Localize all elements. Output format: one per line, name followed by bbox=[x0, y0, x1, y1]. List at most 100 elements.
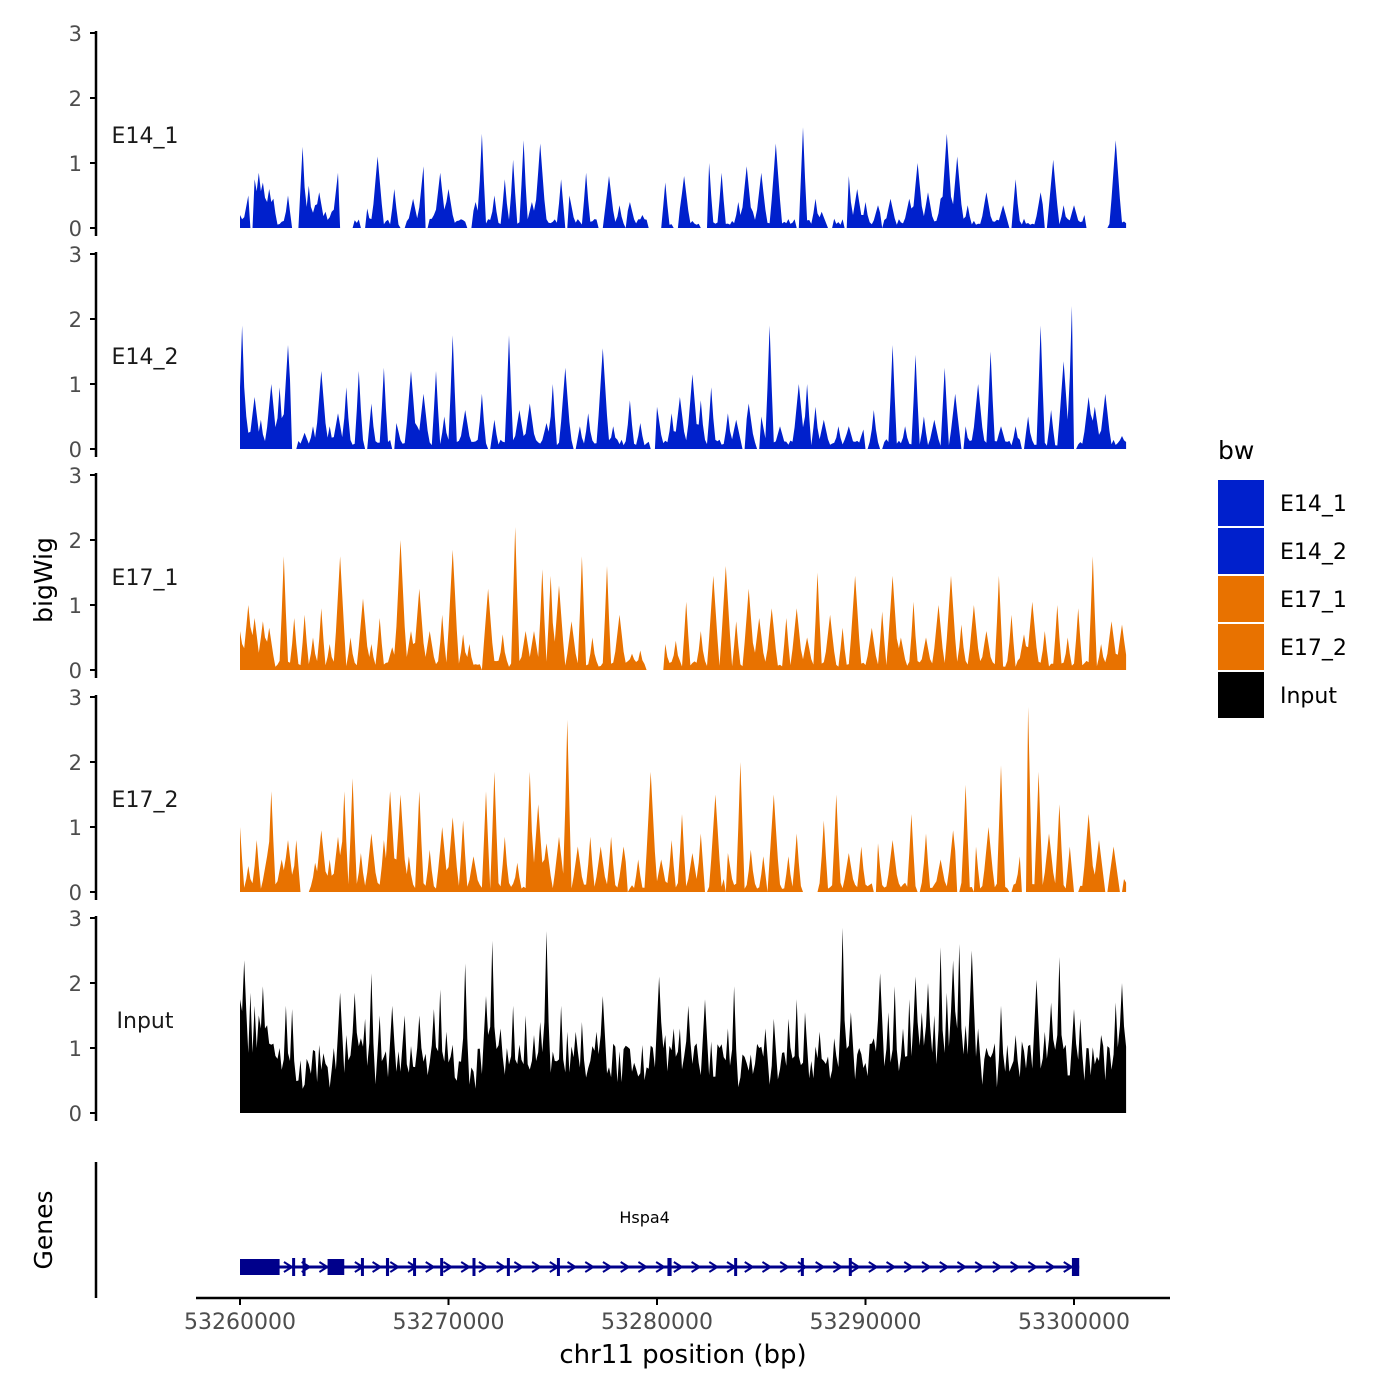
strand-arrow bbox=[318, 1261, 330, 1273]
legend-label-E17_1: E17_1 bbox=[1280, 588, 1347, 613]
legend-label-E14_1: E14_1 bbox=[1280, 492, 1347, 517]
strand-arrow bbox=[903, 1261, 915, 1273]
strand-arrow bbox=[815, 1261, 826, 1273]
strand-arrow bbox=[974, 1261, 986, 1273]
gene-exon bbox=[240, 1259, 280, 1275]
strand-arrow bbox=[1045, 1261, 1056, 1273]
strand-arrow bbox=[442, 1261, 454, 1273]
legend-swatch-E14_2 bbox=[1218, 528, 1264, 574]
y-tick-label: 1 bbox=[69, 594, 82, 618]
x-tick-label: 53280000 bbox=[601, 1310, 713, 1335]
signal-area-E14_2 bbox=[240, 306, 1127, 449]
track-E17_1: 0 1 2 3 E17_1 bbox=[69, 464, 1127, 683]
legend-label-Input: Input bbox=[1280, 684, 1337, 709]
strand-arrow bbox=[673, 1261, 684, 1273]
strand-arrow bbox=[832, 1261, 844, 1273]
strand-arrow bbox=[1010, 1261, 1021, 1273]
strand-arrow bbox=[868, 1261, 879, 1273]
strand-arrow bbox=[691, 1261, 702, 1273]
x-tick-label: 53290000 bbox=[810, 1310, 922, 1335]
strand-arrow bbox=[744, 1261, 755, 1273]
signal-area-E14_1 bbox=[240, 127, 1127, 228]
strand-arrow bbox=[496, 1261, 507, 1273]
legend-label-E14_2: E14_2 bbox=[1280, 540, 1347, 565]
strand-arrow bbox=[602, 1261, 613, 1273]
gene-exon bbox=[506, 1258, 510, 1276]
track-label-E14_2: E14_2 bbox=[112, 345, 179, 370]
gene-exon bbox=[1071, 1258, 1080, 1276]
strand-arrow bbox=[372, 1261, 383, 1273]
y-tick-label: 0 bbox=[69, 217, 82, 241]
y-tick-label: 3 bbox=[69, 22, 82, 46]
y-tick-label: 3 bbox=[69, 243, 82, 267]
track-E14_2: 0 1 2 3 E14_2 bbox=[69, 243, 1127, 462]
gene-exon bbox=[385, 1258, 390, 1276]
legend: bw E14_1 E14_2 E17_1 E17_2 Input bbox=[1218, 436, 1347, 718]
y-tick-label: 3 bbox=[69, 686, 82, 710]
legend-swatch-E14_1 bbox=[1218, 480, 1264, 526]
track-label-Input: Input bbox=[117, 1009, 174, 1034]
y-tick-label: 2 bbox=[69, 751, 82, 775]
y-tick-label: 1 bbox=[69, 152, 82, 176]
gene-exon bbox=[413, 1258, 417, 1276]
strand-arrow bbox=[531, 1261, 542, 1273]
gene-name-label: Hspa4 bbox=[619, 1208, 670, 1227]
strand-arrow bbox=[478, 1261, 489, 1273]
y-tick-label: 0 bbox=[69, 659, 82, 683]
signal-area-E17_2 bbox=[240, 706, 1127, 892]
strand-arrow bbox=[1027, 1261, 1039, 1273]
track-Input: 0 1 2 3 Input bbox=[69, 907, 1127, 1126]
strand-arrow bbox=[708, 1261, 720, 1273]
strand-arrow bbox=[992, 1261, 1003, 1273]
y-tick-label: 2 bbox=[69, 87, 82, 111]
legend-label-E17_2: E17_2 bbox=[1280, 636, 1347, 661]
y-tick-label: 0 bbox=[69, 438, 82, 462]
strand-arrow bbox=[425, 1261, 436, 1273]
y-tick-label: 1 bbox=[69, 1037, 82, 1061]
gene-exon bbox=[472, 1258, 476, 1276]
gene-exon bbox=[292, 1258, 296, 1276]
track-label-E14_1: E14_1 bbox=[112, 124, 179, 149]
strand-arrow bbox=[513, 1261, 525, 1273]
strand-arrow bbox=[797, 1261, 808, 1273]
strand-arrow bbox=[389, 1261, 401, 1273]
gene-exon bbox=[327, 1259, 345, 1275]
gene-exon bbox=[440, 1258, 444, 1276]
legend-swatch-E17_1 bbox=[1218, 576, 1264, 622]
gene-exon bbox=[556, 1258, 560, 1276]
gene-exon bbox=[848, 1258, 852, 1276]
y-tick-label: 2 bbox=[69, 308, 82, 332]
track-E17_2: 0 1 2 3 E17_2 bbox=[69, 686, 1127, 905]
y-tick-label: 1 bbox=[69, 373, 82, 397]
gene-exon bbox=[734, 1258, 738, 1276]
y-tick-label: 2 bbox=[69, 529, 82, 553]
x-tick-label: 53300000 bbox=[1018, 1310, 1130, 1335]
strand-arrow bbox=[939, 1261, 950, 1273]
y-tick-label: 1 bbox=[69, 816, 82, 840]
strand-arrow bbox=[566, 1261, 578, 1273]
strand-arrow bbox=[779, 1261, 791, 1273]
gene-exon bbox=[302, 1258, 306, 1276]
x-axis-ticks: 53260000 53270000 53280000 53290000 53300000 bbox=[184, 1298, 1130, 1335]
gene-exon bbox=[360, 1258, 364, 1276]
gene-models: Hspa4 bbox=[240, 1208, 1080, 1276]
y-tick-label: 2 bbox=[69, 972, 82, 996]
strand-arrow bbox=[584, 1261, 596, 1273]
gene-Hspa4: Hspa4 bbox=[240, 1208, 1080, 1276]
x-tick-label: 53260000 bbox=[184, 1310, 296, 1335]
signal-area-Input bbox=[240, 927, 1127, 1113]
y-tick-label: 0 bbox=[69, 881, 82, 905]
gene-exon bbox=[800, 1258, 804, 1276]
legend-title: bw bbox=[1218, 436, 1254, 465]
y-tick-label: 3 bbox=[69, 464, 82, 488]
bigwig-tracks: 0 1 2 3 E14_1 0 1 2 3 E14_2 0 1 2 3 E17_1 0 1 2 3 E17_2 0 1 2 3… bbox=[69, 22, 1127, 1126]
gene-exon bbox=[667, 1258, 672, 1276]
strand-arrow bbox=[620, 1261, 631, 1273]
legend-swatch-Input bbox=[1218, 672, 1264, 718]
strand-arrow bbox=[850, 1261, 861, 1273]
y-axis-title: bigWig bbox=[29, 537, 58, 623]
x-tick-label: 53270000 bbox=[393, 1310, 505, 1335]
track-E14_1: 0 1 2 3 E14_1 bbox=[69, 22, 1127, 241]
track-label-E17_2: E17_2 bbox=[112, 788, 179, 813]
